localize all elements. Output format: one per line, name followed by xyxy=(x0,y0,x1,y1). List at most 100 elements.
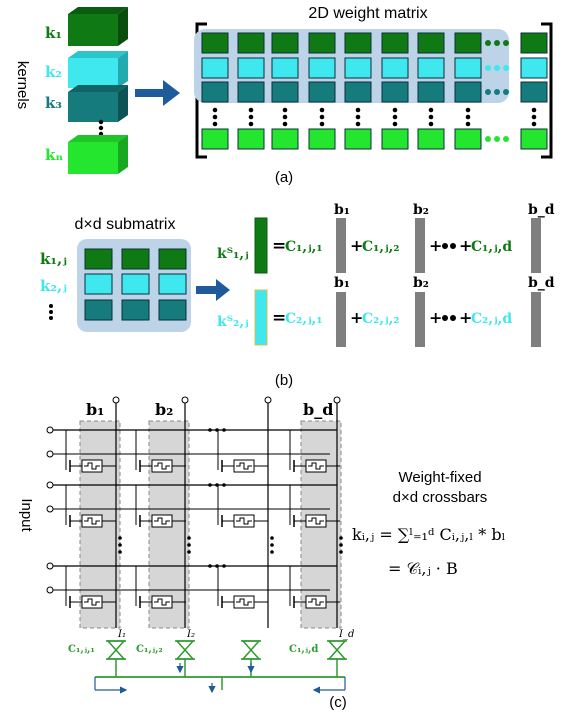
equals-2: = xyxy=(272,308,286,328)
select-node xyxy=(46,505,54,513)
panel-b: d×d submatrix k₁,ⱼ k₂,ⱼ kᵀ₁,ⱼ kᵀ₂,ⱼ = C₁… xyxy=(40,202,555,389)
matrix-cell xyxy=(520,128,548,150)
memory-cell xyxy=(65,430,116,473)
equation-1: kᵢ,ⱼ = ∑ˡ₌₁ᵈ Cᵢ,ⱼ,ₗ * bₗ xyxy=(352,525,506,544)
horizontal-ellipsis-dot xyxy=(215,564,219,568)
bit-line-terminal xyxy=(181,396,189,404)
matrix-cell xyxy=(201,81,229,103)
coef-2-2: C₂,ⱼ,₂ xyxy=(362,311,400,327)
vertical-ellipsis-dot xyxy=(270,536,274,540)
horizontal-ellipsis-dot xyxy=(215,483,219,487)
kernel-cube-2 xyxy=(68,51,128,88)
crossbar-basis-b1: b₁ xyxy=(86,400,104,419)
matrix-cell xyxy=(308,32,336,54)
matrix-cell xyxy=(417,32,445,54)
panel-a: kernels k₁ k₂ k₃ kₙ xyxy=(14,5,553,186)
switch-coef-d: C₁,ⱼ,d xyxy=(289,644,318,655)
matrix-cells xyxy=(201,32,548,150)
memristor-glyph xyxy=(84,517,100,525)
crossbar-title-1: Weight-fixed xyxy=(398,469,481,486)
matrix-cell xyxy=(237,128,265,150)
kernel-label-n: kₙ xyxy=(45,146,63,164)
current-label-1: I₁ xyxy=(117,629,126,640)
memristor-glyph xyxy=(308,598,324,606)
memory-cell xyxy=(289,430,340,473)
vertical-ellipsis-dot xyxy=(339,536,343,540)
vertical-ellipsis-dot xyxy=(339,550,343,554)
matrix-cell xyxy=(454,32,482,54)
matrix-vertical-dot xyxy=(465,121,471,127)
matrix-vertical-dot xyxy=(428,114,434,120)
matrix-ellipsis-dot xyxy=(494,89,500,95)
matrix-vertical-dot xyxy=(248,114,254,120)
coef-2-d: C₂,ⱼ,d xyxy=(471,311,512,327)
matrix-title: 2D weight matrix xyxy=(308,5,427,22)
submatrix-cell xyxy=(158,299,187,321)
horizontal-ellipsis-dot xyxy=(222,428,226,432)
panel-c: Input b₁ b₂ b_d Weight-fixed d×d crossba… xyxy=(18,396,506,711)
matrix-cell xyxy=(308,81,336,103)
matrix-cell xyxy=(381,81,409,103)
matrix-cell xyxy=(520,57,548,79)
vertical-ellipsis-dot xyxy=(118,536,122,540)
vertical-ellipsis-dot xyxy=(118,543,122,547)
gate-shape xyxy=(175,640,195,660)
memory-cell xyxy=(135,566,186,609)
transposed-label-2: kᵀ₂,ⱼ xyxy=(217,314,248,330)
vertical-ellipsis-dot xyxy=(339,543,343,547)
matrix-cell xyxy=(201,57,229,79)
vertical-ellipsis-dot xyxy=(187,536,191,540)
matrix-vertical-dot xyxy=(531,114,537,120)
transposed-label-1: kᵀ₁,ⱼ xyxy=(217,246,248,262)
matrix-cell xyxy=(454,57,482,79)
matrix-vertical-dot xyxy=(465,114,471,120)
matrix-vertical-dot xyxy=(531,107,537,113)
coef-2-1: C₂,ⱼ,₁ xyxy=(285,311,323,327)
horizontal-ellipsis-dot xyxy=(222,564,226,568)
vertical-ellipsis-dot xyxy=(187,543,191,547)
matrix-ellipsis-dot xyxy=(503,136,509,142)
matrix-cell xyxy=(308,57,336,79)
basis-bar-1-d xyxy=(531,218,541,273)
right-arrow-icon xyxy=(135,80,180,106)
matrix-vertical-dot xyxy=(282,107,288,113)
matrix-vertical-dot xyxy=(355,121,361,127)
caption-a: (a) xyxy=(275,169,293,186)
memristor-glyph xyxy=(84,598,100,606)
right-arrow-icon xyxy=(196,279,230,301)
crossbar-title-2: d×d crossbars xyxy=(393,489,488,506)
select-node xyxy=(46,586,54,594)
gate-shape xyxy=(241,640,261,660)
plus-2-3: + xyxy=(459,308,472,327)
matrix-cell xyxy=(344,81,372,103)
memristor-glyph xyxy=(154,598,170,606)
submatrix-cell xyxy=(121,248,150,270)
matrix-vertical-dot xyxy=(319,121,325,127)
matrix-cell xyxy=(344,128,372,150)
matrix-cell xyxy=(344,57,372,79)
matrix-cell xyxy=(454,81,482,103)
submatrix-title: d×d submatrix xyxy=(75,216,176,233)
vertical-ellipsis-dot xyxy=(187,550,191,554)
matrix-vertical-dot xyxy=(319,114,325,120)
matrix-vertical-dot xyxy=(355,114,361,120)
matrix-cell xyxy=(271,57,299,79)
matrix-cell xyxy=(454,128,482,150)
basis-label-b1: b₁ xyxy=(334,202,350,218)
caption-c: (c) xyxy=(329,694,347,711)
memory-cell xyxy=(289,485,340,528)
coef-1-1: C₁,ⱼ,₁ xyxy=(285,239,323,255)
matrix-ellipsis-dot xyxy=(485,136,491,142)
coef-1-2: C₁,ⱼ,₂ xyxy=(362,239,400,255)
basis-bar-2-2 xyxy=(415,292,425,347)
submatrix-cells xyxy=(84,248,187,321)
memristor-glyph xyxy=(236,517,252,525)
memristor-glyph xyxy=(308,462,324,470)
memory-cell xyxy=(65,566,116,609)
horizontal-ellipsis-dot xyxy=(208,564,212,568)
coef-1-d: C₁,ⱼ,d xyxy=(471,239,512,255)
matrix-ellipsis-dot xyxy=(494,65,500,71)
memory-cell xyxy=(135,485,186,528)
memristor-glyph xyxy=(154,517,170,525)
